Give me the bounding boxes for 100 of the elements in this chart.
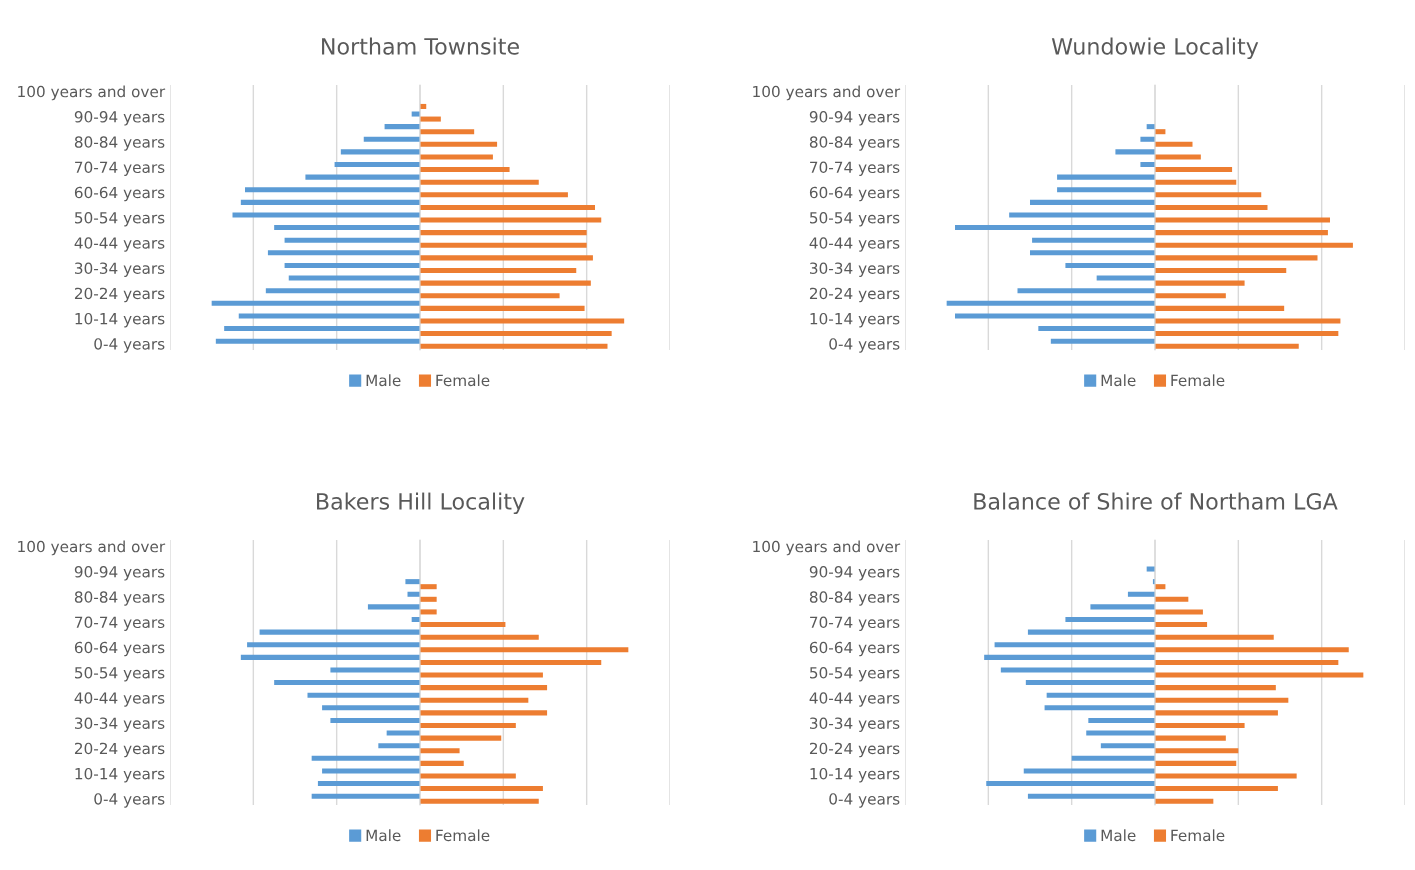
bar (1050, 338, 1155, 344)
bar (330, 667, 420, 673)
bar (420, 634, 539, 640)
y-tick-label: 70-74 years (75, 161, 165, 177)
bar (1155, 798, 1214, 804)
y-tick-label: 0-4 years (94, 338, 165, 353)
y-tick-label: 30-34 years (75, 717, 165, 732)
bar (1030, 199, 1155, 205)
y-tick-label: 30-34 years (810, 262, 900, 277)
chart-title: Wundowie Locality (1051, 37, 1259, 60)
bar (1155, 293, 1226, 299)
bar (405, 579, 420, 585)
bar (1155, 672, 1364, 678)
bar (955, 225, 1155, 231)
y-tick-label: 70-74 years (810, 616, 900, 632)
bar (1155, 647, 1349, 653)
y-tick-label: 70-74 years (75, 616, 165, 632)
bar (1155, 697, 1289, 703)
bar (1155, 141, 1193, 147)
y-tick-label: 90-94 years (74, 111, 165, 126)
bar (420, 331, 612, 337)
bar (420, 116, 441, 122)
y-tick-label: 90-94 years (809, 111, 900, 126)
y-tick-label: 100 years and over (18, 85, 166, 101)
bar (267, 250, 420, 256)
bar (1155, 318, 1341, 324)
y-tick-label: 70-74 years (810, 161, 900, 177)
bar (334, 161, 420, 168)
bar (1090, 604, 1155, 610)
bar (259, 629, 420, 635)
bar (1115, 149, 1155, 155)
bar (1155, 305, 1285, 311)
bar (1065, 616, 1155, 623)
chart-title: Bakers Hill Locality (317, 492, 525, 515)
bar (986, 781, 1155, 787)
bar (1155, 760, 1237, 766)
bar (1025, 680, 1155, 686)
bar (1000, 667, 1155, 673)
bar (1044, 705, 1155, 711)
bar (1155, 217, 1330, 223)
bar (1027, 793, 1155, 799)
bar (420, 293, 560, 299)
bar (1032, 237, 1155, 243)
bar (240, 199, 420, 205)
y-tick-label: 80-84 years (809, 136, 900, 151)
bar (984, 654, 1155, 660)
bar (1071, 755, 1155, 761)
bar (420, 596, 437, 602)
bar (1086, 730, 1155, 736)
legend-label: Female (1171, 374, 1225, 387)
y-tick-label: 30-34 years (810, 717, 900, 732)
bar (420, 192, 568, 198)
bar (274, 680, 420, 686)
y-tick-label: 50-54 years (810, 211, 900, 227)
bar (384, 124, 420, 130)
bar (420, 672, 543, 678)
y-tick-label: 50-54 years (75, 666, 165, 682)
bar (420, 343, 608, 349)
bar (420, 622, 506, 628)
y-tick-label: 100 years and over (753, 540, 901, 556)
bar (363, 136, 420, 142)
bar (1155, 659, 1339, 665)
legend-label: Female (436, 374, 490, 387)
bar (378, 743, 420, 749)
y-tick-label: 40-44 years (809, 237, 900, 252)
bar (1155, 343, 1299, 349)
bar (1155, 773, 1297, 779)
bar (284, 237, 420, 243)
bar (340, 149, 420, 155)
bar (322, 705, 420, 711)
y-tick-label: 10-14 years (810, 767, 900, 783)
bar (1027, 629, 1155, 635)
bar (1155, 622, 1208, 628)
bar (1046, 692, 1155, 698)
bar (1065, 262, 1155, 268)
y-tick-label: 0-4 years (829, 338, 900, 353)
bar (1155, 167, 1233, 173)
y-tick-label: 40-44 years (809, 692, 900, 707)
bar (1155, 609, 1203, 615)
bar (411, 111, 420, 117)
bar (420, 722, 516, 729)
bar (420, 760, 464, 766)
bar (1155, 722, 1245, 729)
bar (1009, 212, 1155, 218)
y-tick-label: 90-94 years (809, 566, 900, 581)
bar (1155, 242, 1353, 248)
bar (420, 305, 585, 311)
bar (1100, 743, 1155, 749)
bar (1155, 154, 1201, 160)
bar (1155, 786, 1278, 792)
y-tick-label: 0-4 years (829, 793, 900, 808)
bar (420, 129, 475, 135)
y-tick-label: 100 years and over (753, 85, 901, 101)
bar (420, 773, 516, 779)
legend-label: Male (1101, 374, 1136, 387)
bar (1155, 748, 1239, 754)
bar (420, 710, 548, 716)
legend-label: Male (366, 374, 401, 387)
bar (420, 242, 587, 248)
y-tick-label: 50-54 years (810, 666, 900, 682)
